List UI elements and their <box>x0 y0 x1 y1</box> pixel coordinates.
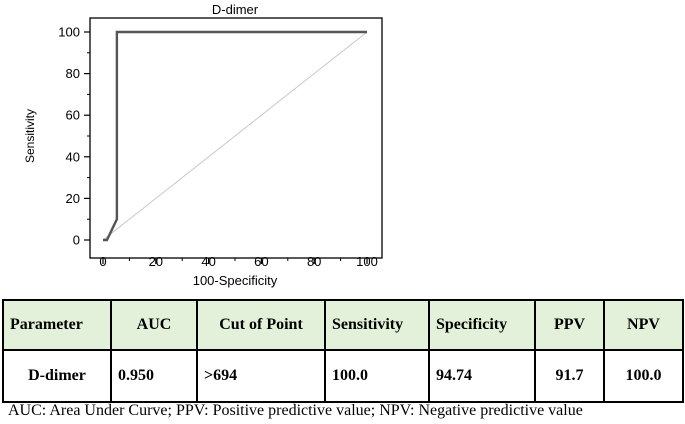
x-tick-label: 80 <box>307 254 321 269</box>
roc-chart: D-dimer 0 20 40 60 80 100 0 20 40 60 80 100 100-Spe… <box>23 2 383 288</box>
y-tick-label: 40 <box>66 149 80 164</box>
y-tick-label: 0 <box>73 233 80 248</box>
cell-parameter: D-dimer <box>2 349 112 403</box>
reference-diagonal-line <box>102 31 368 241</box>
cell-ppv: 91.7 <box>534 349 605 403</box>
x-tick-label: 0 <box>99 254 106 269</box>
header-npv: NPV <box>603 299 684 351</box>
y-tick-label: 20 <box>66 191 80 206</box>
y-tick-label: 80 <box>66 66 80 81</box>
cell-auc: 0.950 <box>110 349 198 403</box>
header-ppv: PPV <box>534 299 605 351</box>
header-auc: AUC <box>110 299 198 351</box>
x-tick-label: 40 <box>201 254 215 269</box>
results-table: Parameter AUC Cut of Point Sensitivity S… <box>2 299 684 403</box>
x-axis-label: 100-Specificity <box>193 273 278 288</box>
cell-npv: 100.0 <box>603 349 684 403</box>
header-specificity: Specificity <box>428 299 536 351</box>
roc-curve-line <box>103 30 367 242</box>
y-tick-label: 60 <box>66 108 80 123</box>
cell-sensitivity: 100.0 <box>324 349 430 403</box>
series-layer <box>102 30 368 242</box>
header-parameter: Parameter <box>2 299 112 351</box>
table-footnote: AUC: Area Under Curve; PPV: Positive pre… <box>8 402 583 419</box>
header-sensitivity: Sensitivity <box>324 299 430 351</box>
plot-frame <box>89 17 383 259</box>
y-tick-label: 100 <box>58 25 80 40</box>
chart-title: D-dimer <box>212 2 259 17</box>
table-header-row: Parameter AUC Cut of Point Sensitivity S… <box>2 299 684 351</box>
cell-cut-of-point: >694 <box>196 349 326 403</box>
x-tick-label: 100 <box>356 254 378 269</box>
y-axis-label: Sensitivity <box>23 109 37 163</box>
x-tick-label: 60 <box>254 254 268 269</box>
header-cut-of-point: Cut of Point <box>196 299 326 351</box>
cell-specificity: 94.74 <box>428 349 536 403</box>
table-row: D-dimer 0.950 >694 100.0 94.74 91.7 100.… <box>2 349 684 403</box>
x-tick-label: 20 <box>149 254 163 269</box>
axes: 0 20 40 60 80 100 0 20 40 60 80 100 <box>58 25 378 270</box>
